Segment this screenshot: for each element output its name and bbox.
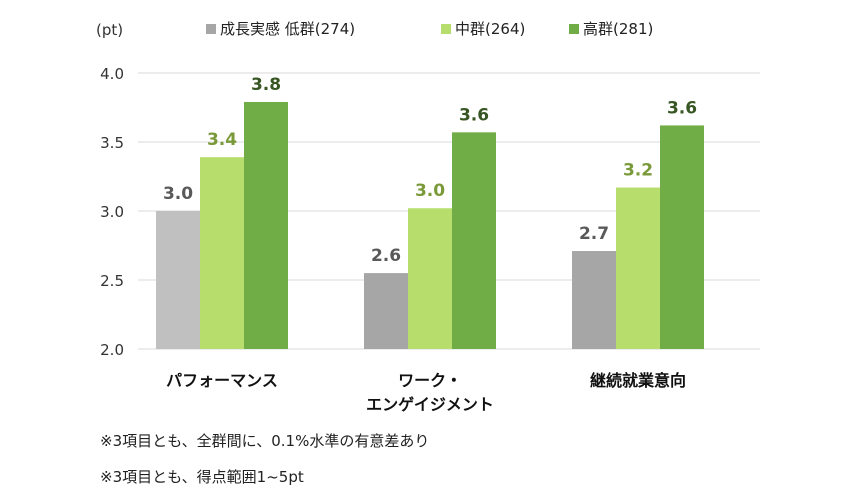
data-label: 3.2	[623, 161, 653, 181]
bar	[244, 101, 288, 349]
legend-label: 中群(264)	[455, 20, 525, 38]
bar	[408, 208, 452, 349]
y-tick-label: 2.5	[100, 272, 124, 290]
data-label: 3.0	[163, 184, 193, 204]
data-label: 3.6	[459, 105, 489, 125]
legend-label: 成長実感 低群(274)	[220, 20, 355, 38]
category-label: 継続就業意向	[590, 371, 686, 390]
bar	[452, 132, 496, 349]
y-tick-label: 4.0	[100, 65, 124, 83]
data-label: 3.8	[251, 75, 281, 95]
score-range-note: ※3項目とも、得点範囲1~5pt	[100, 468, 304, 486]
legend-swatch	[206, 24, 216, 34]
bar	[616, 187, 660, 349]
data-label: 2.7	[579, 224, 609, 244]
legend-swatch	[441, 24, 451, 34]
legend-label: 高群(281)	[583, 20, 653, 38]
significance-note: ※3項目とも、全群間に、0.1%水準の有意差あり	[100, 432, 430, 450]
y-tick-label: 2.0	[100, 341, 124, 359]
bar	[156, 211, 200, 349]
data-label: 3.0	[415, 181, 445, 201]
y-tick-label: 3.5	[100, 134, 124, 152]
bar	[364, 273, 408, 349]
bar	[200, 157, 244, 349]
bar	[572, 251, 616, 349]
data-label: 2.6	[371, 246, 401, 266]
category-label: エンゲイジメント	[366, 395, 494, 414]
y-tick-label: 3.0	[100, 203, 124, 221]
data-label: 3.6	[667, 98, 697, 118]
category-label: パフォーマンス	[166, 371, 278, 390]
data-label: 3.4	[207, 130, 237, 150]
y-axis-label: (pt)	[96, 21, 123, 39]
category-label: ワーク・	[398, 371, 462, 390]
legend-swatch	[569, 24, 579, 34]
bar	[660, 125, 704, 349]
